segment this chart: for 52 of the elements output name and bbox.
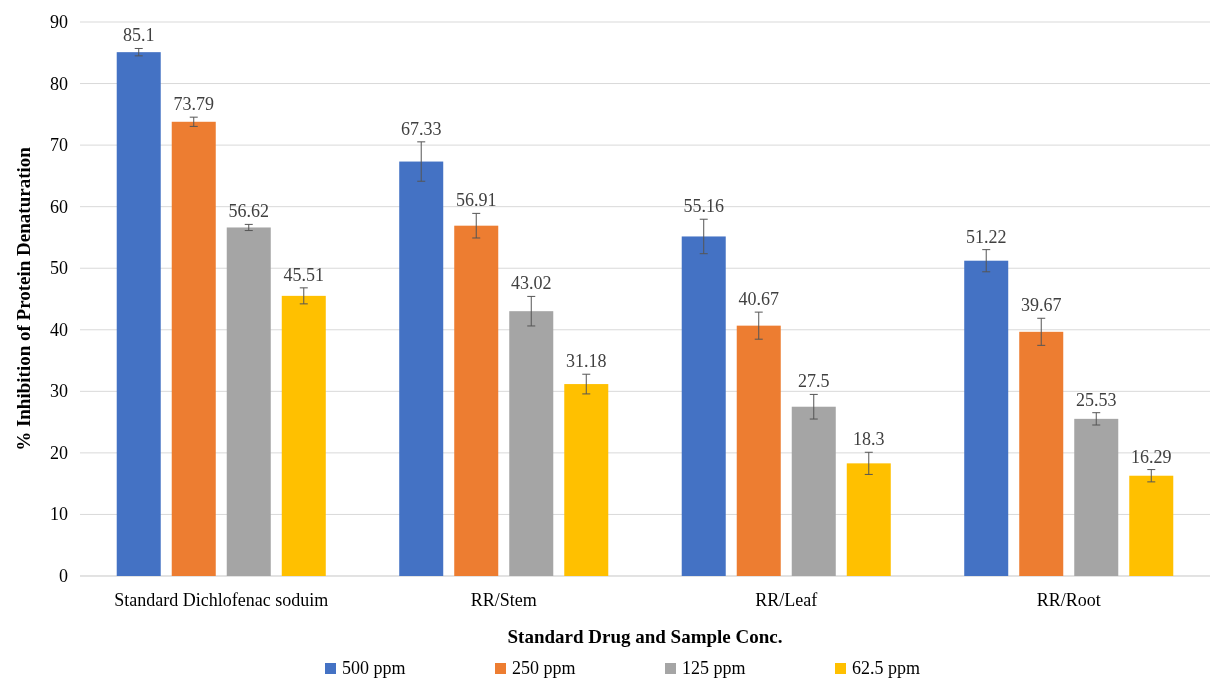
y-tick-label: 90 <box>50 12 68 32</box>
bar <box>399 161 444 576</box>
data-label: 55.16 <box>683 196 724 217</box>
bar <box>509 311 554 576</box>
y-tick-label: 20 <box>50 442 68 463</box>
data-label: 43.02 <box>511 273 552 294</box>
legend-label: 125 ppm <box>682 658 746 678</box>
y-tick-label: 0 <box>59 566 68 586</box>
y-tick-label: 40 <box>50 319 68 340</box>
bar <box>281 295 326 576</box>
data-label: 67.33 <box>400 118 442 139</box>
bar <box>681 236 726 576</box>
data-label: 16.29 <box>1131 446 1172 467</box>
data-label: 73.79 <box>173 94 214 115</box>
data-label: 56.62 <box>228 201 270 222</box>
x-tick-label: RR/Stem <box>470 590 537 610</box>
data-label: 39.67 <box>1020 295 1062 316</box>
y-tick-label: 60 <box>50 196 68 217</box>
bar <box>846 463 891 576</box>
x-tick-label: Standard Dichlofenac soduim <box>114 590 329 610</box>
data-label: 45.51 <box>283 264 325 285</box>
bar <box>964 260 1009 576</box>
data-label: 18.3 <box>853 429 885 450</box>
bar <box>1074 418 1119 576</box>
bar <box>1129 475 1174 576</box>
y-axis-title: % Inhibition of Protein Denaturation <box>13 146 34 451</box>
bar <box>564 384 609 576</box>
bar <box>1019 331 1064 576</box>
legend-label: 500 ppm <box>342 658 406 678</box>
bar <box>171 121 216 576</box>
data-label: 25.53 <box>1076 389 1117 410</box>
data-label: 85.1 <box>122 25 155 46</box>
y-tick-label: 50 <box>50 258 68 279</box>
y-tick-label: 10 <box>50 504 68 525</box>
data-label: 31.18 <box>566 351 607 372</box>
data-label: 51.22 <box>965 226 1007 247</box>
y-tick-label: 70 <box>50 135 68 156</box>
legend-label: 250 ppm <box>512 658 576 678</box>
x-tick-label: RR/Root <box>1036 590 1101 610</box>
data-label: 27.5 <box>798 371 830 392</box>
bar <box>791 406 836 576</box>
bar <box>116 52 161 576</box>
x-tick-label: RR/Leaf <box>755 590 818 610</box>
legend-label: 62.5 ppm <box>852 658 921 678</box>
y-tick-label: 30 <box>50 381 68 402</box>
bar <box>454 225 499 576</box>
bar <box>736 325 781 576</box>
y-tick-label: 80 <box>50 73 68 94</box>
x-axis-title: Standard Drug and Sample Conc. <box>507 626 783 647</box>
bar <box>226 227 271 576</box>
data-label: 56.91 <box>455 190 497 211</box>
data-label: 40.67 <box>738 289 779 310</box>
